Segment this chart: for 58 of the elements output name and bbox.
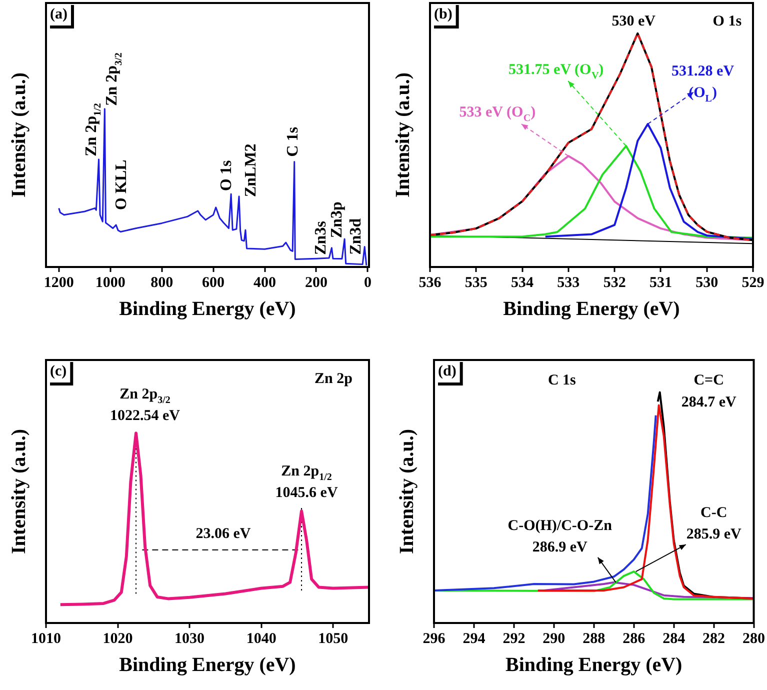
- x-tick-label: 284: [662, 630, 686, 647]
- text: O 1s: [712, 13, 742, 30]
- annotation: 530 eV: [612, 14, 656, 30]
- x-tick-label: 1020: [102, 630, 133, 647]
- x-tick-label: 400: [254, 274, 276, 291]
- chart-title: (a): [50, 6, 68, 22]
- x-tick-label: 1000: [95, 274, 126, 291]
- annotation: 23.06 eV: [196, 526, 251, 542]
- x-tick-label: 290: [542, 630, 566, 647]
- x-tick-label: 1030: [174, 630, 205, 647]
- x-axis-title: Binding Energy (eV): [506, 654, 682, 676]
- x-tick-label: 280: [742, 630, 765, 647]
- x-tick-label: 535: [464, 274, 488, 291]
- annotation: Zn3d: [348, 218, 365, 255]
- x-tick-label: 0: [364, 274, 372, 291]
- x-tick-label: 1010: [31, 630, 61, 647]
- annotation: C 1s: [284, 126, 302, 157]
- x-tick-label: 200: [304, 274, 328, 291]
- x-axis-title: Binding Energy (eV): [119, 654, 296, 676]
- y-axis-title: Intensity (a.u.): [392, 72, 414, 198]
- x-axis-title: Binding Energy (eV): [503, 298, 680, 320]
- x-tick-label: 288: [582, 630, 606, 647]
- x-tick-label: 296: [422, 630, 446, 647]
- annotation: Zn 2p1/2: [82, 103, 104, 156]
- chart-title: (d): [438, 363, 456, 380]
- x-tick-label: 533: [557, 274, 580, 291]
- annotation: Zn3s: [312, 221, 330, 255]
- text: Zn 2p: [314, 370, 352, 387]
- annotation: C-C 285.9 eV: [686, 504, 742, 543]
- x-tick-label: 529: [742, 274, 764, 291]
- x-tick-label: 292: [502, 630, 526, 647]
- x-tick-label: 1040: [246, 630, 276, 647]
- x-tick-label: 600: [202, 274, 225, 291]
- x-tick-label: 294: [462, 630, 486, 647]
- x-tick-label: 800: [150, 274, 174, 291]
- annotation: Zn 2p3/2: [104, 52, 124, 106]
- y-axis-title: Intensity (a.u.): [8, 72, 30, 198]
- y-axis-title: Intensity (a.u.): [8, 428, 30, 554]
- annotation: O 1s: [218, 160, 236, 191]
- x-tick-label: 1200: [44, 274, 74, 291]
- annotation: Zn3p: [328, 201, 346, 238]
- annotation: ZnLM2: [242, 144, 260, 198]
- x-tick-label: 534: [511, 274, 534, 291]
- annotation: C-O(H)/C-O-Zn 286.9 eV: [508, 518, 613, 556]
- chart-title: (b): [434, 6, 452, 22]
- x-tick-label: 531: [649, 274, 672, 291]
- x-tick-label: 282: [702, 630, 726, 647]
- x-tick-label: 536: [418, 274, 442, 291]
- chart-title: (c): [50, 363, 67, 380]
- x-tick-label: 286: [622, 630, 646, 647]
- x-axis-title: Binding Energy (eV): [119, 298, 296, 320]
- x-tick-label: 530: [696, 274, 718, 291]
- text: C 1s: [548, 372, 576, 389]
- annotation: C=C 284.7 eV: [681, 372, 736, 410]
- x-tick-label: 1050: [318, 630, 348, 647]
- y-axis-title: Intensity (a.u.): [396, 428, 418, 554]
- annotation: O KLL: [113, 160, 130, 210]
- x-tick-label: 532: [603, 274, 626, 291]
